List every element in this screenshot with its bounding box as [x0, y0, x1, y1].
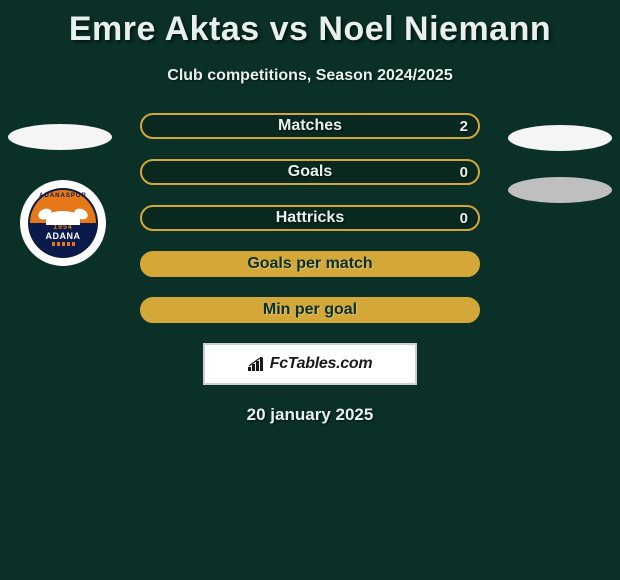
stat-label: Hattricks [142, 209, 478, 227]
brand-attribution: FcTables.com [203, 343, 417, 385]
stat-bar-min-per-goal: Min per goal [140, 297, 480, 323]
player-photo-left-placeholder [8, 124, 112, 150]
club-badge-left: ADANASPOR 1954 ADANA [20, 180, 106, 266]
stat-label: Min per goal [142, 301, 478, 319]
stat-label: Goals [142, 163, 478, 181]
badge-year: 1954 [53, 224, 73, 231]
club-logo-right-placeholder [508, 177, 612, 203]
stat-label: Matches [142, 117, 478, 135]
bar-chart-icon [248, 357, 266, 371]
snapshot-date: 20 january 2025 [0, 405, 620, 425]
stat-value: 2 [460, 118, 468, 135]
stat-value: 0 [460, 210, 468, 227]
player-photo-right-placeholder [508, 125, 612, 151]
page-title: Emre Aktas vs Noel Niemann [0, 0, 620, 49]
stat-label: Goals per match [142, 255, 478, 273]
bird-icon [46, 211, 80, 225]
stat-bar-goals-per-match: Goals per match [140, 251, 480, 277]
badge-upper-half: ADANASPOR [28, 188, 98, 223]
brand-text: FcTables.com [270, 355, 373, 373]
stat-bar-matches: Matches 2 [140, 113, 480, 139]
badge-lower-half: 1954 ADANA [28, 223, 98, 258]
stat-bar-hattricks: Hattricks 0 [140, 205, 480, 231]
badge-stripes [52, 242, 75, 246]
stat-bar-goals: Goals 0 [140, 159, 480, 185]
stat-value: 0 [460, 164, 468, 181]
badge-city: ADANA [46, 231, 81, 241]
subtitle: Club competitions, Season 2024/2025 [0, 67, 620, 85]
badge-club-name: ADANASPOR [39, 193, 87, 199]
